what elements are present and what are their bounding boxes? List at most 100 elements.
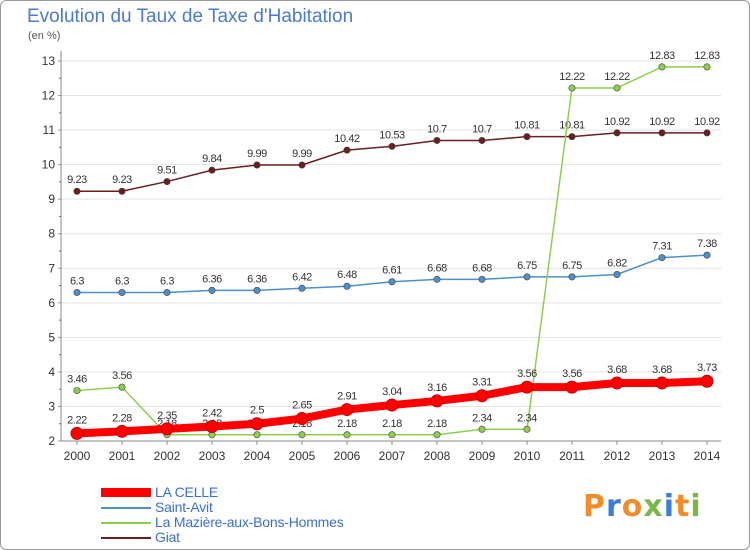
data-point bbox=[253, 161, 261, 169]
data-label: 3.68 bbox=[652, 364, 672, 376]
data-label: 6.61 bbox=[382, 265, 402, 277]
data-point bbox=[658, 63, 666, 71]
y-tick-label: 8 bbox=[48, 227, 55, 241]
y-tick-label: 10 bbox=[42, 158, 56, 172]
x-tick-label: 2014 bbox=[694, 449, 721, 463]
x-tick-label: 2000 bbox=[64, 449, 91, 463]
data-point bbox=[250, 417, 264, 431]
x-tick-label: 2006 bbox=[334, 449, 361, 463]
data-point bbox=[433, 136, 441, 144]
legend-label: La Mazière-aux-Bons-Hommes bbox=[155, 514, 344, 530]
legend-label: Saint-Avit bbox=[155, 499, 213, 515]
data-label: 2.18 bbox=[337, 418, 357, 430]
data-point bbox=[343, 146, 351, 154]
data-label: 12.22 bbox=[559, 71, 585, 83]
data-label: 6.48 bbox=[337, 269, 357, 281]
data-label: 9.51 bbox=[157, 165, 177, 177]
data-point bbox=[163, 178, 171, 186]
data-point bbox=[703, 129, 711, 137]
data-label: 6.36 bbox=[247, 273, 267, 285]
data-point bbox=[118, 187, 126, 195]
y-tick-label: 5 bbox=[48, 330, 55, 344]
chart-subtitle: (en %) bbox=[28, 30, 61, 42]
data-point bbox=[298, 431, 306, 439]
data-point bbox=[205, 419, 219, 433]
y-tick-label: 4 bbox=[48, 365, 55, 379]
proxiti-logo: Proxiti bbox=[583, 489, 702, 524]
data-label: 6.82 bbox=[607, 257, 627, 269]
chart-title: Evolution du Taux de Taxe d'Habitation bbox=[27, 6, 354, 27]
data-label: 2.65 bbox=[292, 400, 312, 412]
data-label: 7.38 bbox=[697, 238, 717, 250]
data-point bbox=[523, 273, 531, 281]
data-label: 9.99 bbox=[247, 148, 267, 160]
x-tick-label: 2003 bbox=[199, 449, 226, 463]
data-label: 6.68 bbox=[427, 262, 447, 274]
data-point bbox=[568, 84, 576, 92]
series-line-giat bbox=[76, 132, 708, 192]
x-tick-label: 2011 bbox=[559, 449, 585, 463]
data-point bbox=[520, 380, 534, 394]
x-tick-label: 2007 bbox=[379, 449, 406, 463]
data-point bbox=[73, 387, 81, 395]
data-label: 6.3 bbox=[115, 275, 129, 287]
data-point bbox=[163, 288, 171, 296]
data-label: 3.56 bbox=[517, 368, 537, 380]
data-label: 9.23 bbox=[112, 174, 132, 186]
x-tick-label: 2001 bbox=[109, 449, 136, 463]
x-tick-label: 2013 bbox=[649, 449, 676, 463]
data-point bbox=[523, 133, 531, 141]
y-tick-label: 6 bbox=[48, 296, 55, 310]
data-point bbox=[295, 412, 309, 426]
data-label: 2.35 bbox=[157, 410, 177, 422]
data-label: 10.81 bbox=[514, 120, 540, 132]
data-point bbox=[73, 288, 81, 296]
y-tick-label: 2 bbox=[48, 434, 55, 448]
data-label: 3.56 bbox=[112, 370, 132, 382]
legend-label: Giat bbox=[155, 529, 180, 545]
data-label: 12.22 bbox=[604, 71, 630, 83]
x-tick-label: 2004 bbox=[244, 449, 271, 463]
data-label: 2.34 bbox=[472, 412, 492, 424]
data-point bbox=[433, 275, 441, 283]
data-point bbox=[115, 424, 129, 438]
data-point bbox=[568, 273, 576, 281]
legend-label: LA CELLE bbox=[155, 484, 218, 500]
data-point bbox=[388, 431, 396, 439]
data-point bbox=[613, 270, 621, 278]
data-point bbox=[655, 376, 669, 390]
data-label: 2.5 bbox=[250, 405, 264, 417]
data-point bbox=[385, 398, 399, 412]
x-tick-label: 2009 bbox=[469, 449, 496, 463]
data-label: 2.91 bbox=[337, 391, 357, 403]
y-tick-label: 3 bbox=[48, 399, 55, 413]
data-point bbox=[658, 254, 666, 262]
data-point bbox=[610, 376, 624, 390]
y-tick-label: 7 bbox=[48, 261, 55, 275]
y-tick-label: 11 bbox=[43, 123, 56, 137]
legend-swatch bbox=[101, 522, 151, 524]
data-point bbox=[613, 84, 621, 92]
data-point bbox=[388, 142, 396, 150]
legend-swatch bbox=[101, 537, 151, 539]
data-point bbox=[388, 278, 396, 286]
y-tick-label: 13 bbox=[42, 54, 56, 68]
data-label: 10.7 bbox=[427, 123, 447, 135]
data-point bbox=[160, 422, 174, 436]
data-point bbox=[118, 383, 126, 391]
data-label: 10.92 bbox=[604, 116, 630, 128]
data-label: 3.73 bbox=[697, 362, 717, 374]
data-point bbox=[298, 161, 306, 169]
data-point bbox=[340, 403, 354, 417]
data-label: 2.42 bbox=[202, 407, 222, 419]
legend-swatch bbox=[101, 488, 151, 497]
data-point bbox=[208, 286, 216, 294]
data-label: 9.99 bbox=[292, 148, 312, 160]
data-point bbox=[298, 284, 306, 292]
data-label: 6.42 bbox=[292, 271, 312, 283]
data-point bbox=[343, 431, 351, 439]
data-point bbox=[613, 129, 621, 137]
data-point bbox=[703, 63, 711, 71]
data-label: 2.22 bbox=[67, 414, 87, 426]
data-label: 3.31 bbox=[472, 377, 492, 389]
